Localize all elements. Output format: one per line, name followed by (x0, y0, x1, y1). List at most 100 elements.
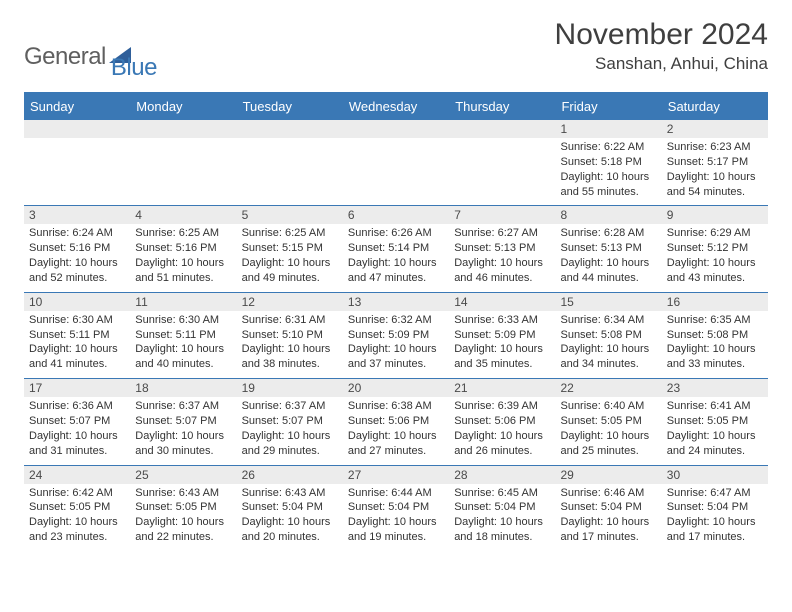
day-details: Sunrise: 6:42 AM Sunset: 5:05 PM Dayligh… (24, 484, 130, 551)
location-subtitle: Sanshan, Anhui, China (555, 54, 768, 74)
day-details: Sunrise: 6:33 AM Sunset: 5:09 PM Dayligh… (449, 311, 555, 378)
empty-cell (24, 120, 130, 205)
day-details: Sunrise: 6:41 AM Sunset: 5:05 PM Dayligh… (662, 397, 768, 464)
header-bar: General Blue November 2024 Sanshan, Anhu… (24, 18, 768, 82)
logo-text-general: General (24, 43, 106, 71)
day-cell: 28Sunrise: 6:45 AM Sunset: 5:04 PM Dayli… (449, 466, 555, 551)
day-cell: 16Sunrise: 6:35 AM Sunset: 5:08 PM Dayli… (662, 293, 768, 378)
weekday-header: Monday (130, 94, 236, 119)
day-details: Sunrise: 6:37 AM Sunset: 5:07 PM Dayligh… (130, 397, 236, 464)
day-number: 21 (449, 379, 555, 397)
day-cell: 24Sunrise: 6:42 AM Sunset: 5:05 PM Dayli… (24, 466, 130, 551)
day-cell: 7Sunrise: 6:27 AM Sunset: 5:13 PM Daylig… (449, 206, 555, 291)
weekday-header: Friday (555, 94, 661, 119)
day-cell: 25Sunrise: 6:43 AM Sunset: 5:05 PM Dayli… (130, 466, 236, 551)
day-number: 26 (237, 466, 343, 484)
day-number: 9 (662, 206, 768, 224)
weekday-header: Sunday (24, 94, 130, 119)
day-cell: 19Sunrise: 6:37 AM Sunset: 5:07 PM Dayli… (237, 379, 343, 464)
empty-cell (237, 120, 343, 205)
day-number: 25 (130, 466, 236, 484)
day-details: Sunrise: 6:25 AM Sunset: 5:16 PM Dayligh… (130, 224, 236, 291)
day-details: Sunrise: 6:31 AM Sunset: 5:10 PM Dayligh… (237, 311, 343, 378)
calendar-page: General Blue November 2024 Sanshan, Anhu… (0, 0, 792, 612)
day-cell: 23Sunrise: 6:41 AM Sunset: 5:05 PM Dayli… (662, 379, 768, 464)
day-details: Sunrise: 6:40 AM Sunset: 5:05 PM Dayligh… (555, 397, 661, 464)
day-cell: 5Sunrise: 6:25 AM Sunset: 5:15 PM Daylig… (237, 206, 343, 291)
day-details: Sunrise: 6:37 AM Sunset: 5:07 PM Dayligh… (237, 397, 343, 464)
day-details: Sunrise: 6:27 AM Sunset: 5:13 PM Dayligh… (449, 224, 555, 291)
day-number (24, 120, 130, 138)
day-number: 18 (130, 379, 236, 397)
day-cell: 26Sunrise: 6:43 AM Sunset: 5:04 PM Dayli… (237, 466, 343, 551)
day-number: 15 (555, 293, 661, 311)
title-block: November 2024 Sanshan, Anhui, China (555, 18, 768, 74)
day-details (130, 138, 236, 196)
empty-cell (343, 120, 449, 205)
day-number: 29 (555, 466, 661, 484)
day-cell: 21Sunrise: 6:39 AM Sunset: 5:06 PM Dayli… (449, 379, 555, 464)
day-cell: 17Sunrise: 6:36 AM Sunset: 5:07 PM Dayli… (24, 379, 130, 464)
week-row: 24Sunrise: 6:42 AM Sunset: 5:05 PM Dayli… (24, 465, 768, 551)
day-details: Sunrise: 6:44 AM Sunset: 5:04 PM Dayligh… (343, 484, 449, 551)
day-details: Sunrise: 6:35 AM Sunset: 5:08 PM Dayligh… (662, 311, 768, 378)
day-details (24, 138, 130, 196)
month-title: November 2024 (555, 18, 768, 52)
day-details: Sunrise: 6:22 AM Sunset: 5:18 PM Dayligh… (555, 138, 661, 205)
day-number: 3 (24, 206, 130, 224)
day-number: 1 (555, 120, 661, 138)
day-details: Sunrise: 6:46 AM Sunset: 5:04 PM Dayligh… (555, 484, 661, 551)
weekday-header: Thursday (449, 94, 555, 119)
day-number: 23 (662, 379, 768, 397)
day-details: Sunrise: 6:29 AM Sunset: 5:12 PM Dayligh… (662, 224, 768, 291)
day-details: Sunrise: 6:23 AM Sunset: 5:17 PM Dayligh… (662, 138, 768, 205)
day-number: 16 (662, 293, 768, 311)
day-number: 11 (130, 293, 236, 311)
day-number: 14 (449, 293, 555, 311)
day-number: 24 (24, 466, 130, 484)
day-cell: 8Sunrise: 6:28 AM Sunset: 5:13 PM Daylig… (555, 206, 661, 291)
day-number: 5 (237, 206, 343, 224)
day-number (237, 120, 343, 138)
day-number: 10 (24, 293, 130, 311)
day-details: Sunrise: 6:25 AM Sunset: 5:15 PM Dayligh… (237, 224, 343, 291)
day-details: Sunrise: 6:38 AM Sunset: 5:06 PM Dayligh… (343, 397, 449, 464)
day-number (130, 120, 236, 138)
day-number: 22 (555, 379, 661, 397)
day-details: Sunrise: 6:45 AM Sunset: 5:04 PM Dayligh… (449, 484, 555, 551)
day-number: 17 (24, 379, 130, 397)
day-cell: 9Sunrise: 6:29 AM Sunset: 5:12 PM Daylig… (662, 206, 768, 291)
day-cell: 4Sunrise: 6:25 AM Sunset: 5:16 PM Daylig… (130, 206, 236, 291)
day-cell: 11Sunrise: 6:30 AM Sunset: 5:11 PM Dayli… (130, 293, 236, 378)
weekday-header: Saturday (662, 94, 768, 119)
day-number (449, 120, 555, 138)
day-cell: 30Sunrise: 6:47 AM Sunset: 5:04 PM Dayli… (662, 466, 768, 551)
day-number: 8 (555, 206, 661, 224)
empty-cell (449, 120, 555, 205)
day-cell: 22Sunrise: 6:40 AM Sunset: 5:05 PM Dayli… (555, 379, 661, 464)
day-details: Sunrise: 6:28 AM Sunset: 5:13 PM Dayligh… (555, 224, 661, 291)
day-details: Sunrise: 6:39 AM Sunset: 5:06 PM Dayligh… (449, 397, 555, 464)
logo: General Blue (24, 18, 157, 82)
day-details (237, 138, 343, 196)
week-row: 1Sunrise: 6:22 AM Sunset: 5:18 PM Daylig… (24, 119, 768, 205)
day-details: Sunrise: 6:24 AM Sunset: 5:16 PM Dayligh… (24, 224, 130, 291)
day-details: Sunrise: 6:26 AM Sunset: 5:14 PM Dayligh… (343, 224, 449, 291)
day-cell: 18Sunrise: 6:37 AM Sunset: 5:07 PM Dayli… (130, 379, 236, 464)
day-details: Sunrise: 6:32 AM Sunset: 5:09 PM Dayligh… (343, 311, 449, 378)
day-number: 30 (662, 466, 768, 484)
day-number: 13 (343, 293, 449, 311)
day-details: Sunrise: 6:30 AM Sunset: 5:11 PM Dayligh… (130, 311, 236, 378)
day-cell: 14Sunrise: 6:33 AM Sunset: 5:09 PM Dayli… (449, 293, 555, 378)
day-cell: 29Sunrise: 6:46 AM Sunset: 5:04 PM Dayli… (555, 466, 661, 551)
day-details: Sunrise: 6:36 AM Sunset: 5:07 PM Dayligh… (24, 397, 130, 464)
week-row: 17Sunrise: 6:36 AM Sunset: 5:07 PM Dayli… (24, 378, 768, 464)
day-cell: 20Sunrise: 6:38 AM Sunset: 5:06 PM Dayli… (343, 379, 449, 464)
day-number (343, 120, 449, 138)
day-number: 7 (449, 206, 555, 224)
day-details: Sunrise: 6:34 AM Sunset: 5:08 PM Dayligh… (555, 311, 661, 378)
day-number: 27 (343, 466, 449, 484)
weekday-header-row: SundayMondayTuesdayWednesdayThursdayFrid… (24, 94, 768, 119)
empty-cell (130, 120, 236, 205)
day-cell: 3Sunrise: 6:24 AM Sunset: 5:16 PM Daylig… (24, 206, 130, 291)
